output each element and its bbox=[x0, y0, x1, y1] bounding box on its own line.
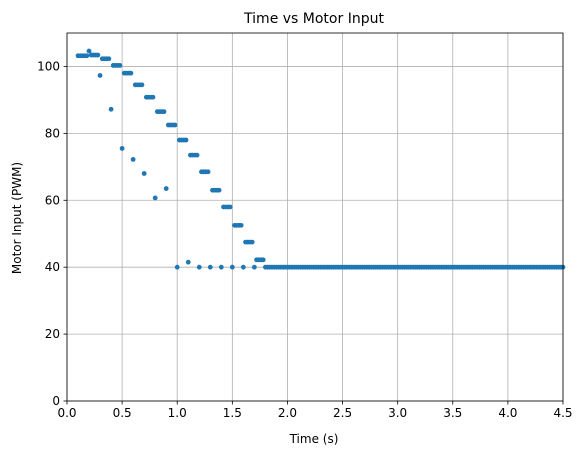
x-tick-label: 3.0 bbox=[388, 406, 407, 420]
data-point bbox=[218, 264, 224, 270]
data-point bbox=[139, 82, 145, 88]
data-point bbox=[119, 146, 125, 151]
x-axis-ticks: 0.0 0.5 1.0 1.5 2.0 2.5 3.0 3.5 4.0 4.5 bbox=[57, 401, 573, 420]
data-point bbox=[95, 52, 101, 58]
data-point bbox=[238, 222, 244, 228]
y-tick-label: 60 bbox=[45, 193, 60, 207]
data-point bbox=[150, 94, 156, 100]
chart-title: Time vs Motor Input bbox=[243, 11, 384, 27]
data-point bbox=[108, 106, 114, 112]
data-point bbox=[163, 186, 169, 191]
x-tick-label: 3.5 bbox=[443, 406, 462, 420]
data-point bbox=[128, 70, 134, 76]
data-point bbox=[161, 109, 167, 115]
data-point bbox=[216, 187, 222, 193]
plot-frame bbox=[66, 32, 564, 402]
y-tick-label: 100 bbox=[37, 59, 60, 73]
data-point bbox=[141, 171, 147, 176]
data-point bbox=[152, 195, 158, 201]
data-point bbox=[106, 56, 112, 62]
data-point bbox=[196, 264, 202, 270]
data-point bbox=[240, 264, 246, 270]
data-point bbox=[174, 264, 180, 270]
data-point bbox=[227, 204, 233, 210]
x-tick-label: 0.5 bbox=[113, 406, 132, 420]
data-points bbox=[75, 48, 566, 270]
data-point bbox=[86, 48, 92, 54]
y-tick-label: 40 bbox=[45, 260, 60, 274]
x-tick-label: 2.5 bbox=[333, 406, 352, 420]
data-point bbox=[205, 169, 211, 175]
data-point bbox=[183, 137, 189, 143]
y-tick-label: 80 bbox=[45, 126, 60, 140]
data-point bbox=[194, 152, 200, 158]
x-tick-label: 4.0 bbox=[498, 406, 517, 420]
x-tick-label: 1.0 bbox=[168, 406, 187, 420]
data-point bbox=[207, 264, 213, 270]
data-point bbox=[84, 53, 90, 59]
data-point bbox=[251, 264, 257, 270]
x-tick-label: 4.5 bbox=[553, 406, 572, 420]
data-point bbox=[229, 264, 235, 270]
y-axis-label: Motor Input (PWM) bbox=[10, 162, 24, 274]
x-tick-label: 1.5 bbox=[223, 406, 242, 420]
y-tick-label: 20 bbox=[45, 327, 60, 341]
data-point bbox=[97, 73, 103, 78]
data-point bbox=[260, 257, 266, 263]
data-point bbox=[117, 63, 123, 68]
x-axis-label: Time (s) bbox=[289, 432, 339, 446]
y-tick-label: 0 bbox=[52, 394, 60, 408]
data-point bbox=[249, 239, 255, 245]
data-point bbox=[172, 122, 178, 128]
y-axis-ticks: 0 20 40 60 80 100 bbox=[37, 59, 67, 408]
x-tick-label: 2.0 bbox=[278, 406, 297, 420]
data-point bbox=[130, 157, 136, 162]
x-tick-label: 0.0 bbox=[57, 406, 76, 420]
data-point bbox=[185, 259, 191, 265]
